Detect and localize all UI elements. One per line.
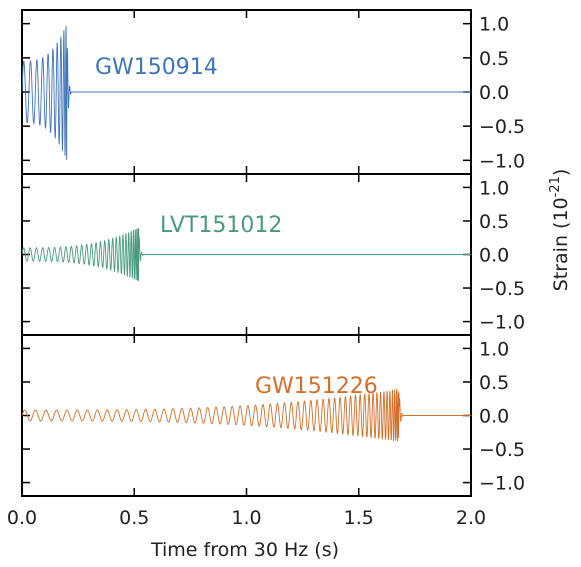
panels: 1.0 0.5 0.0 −0.5 −1.0 GW150914 1.0 0.5 0.0 −0.5 −1…	[21, 9, 525, 497]
waveform-GW150914	[21, 25, 471, 160]
y-tick-label: 0.5	[479, 372, 509, 394]
y-tick-label: −0.5	[479, 278, 525, 300]
y-tick-label: −1.0	[479, 150, 525, 172]
x-tick-label: 1.0	[231, 507, 261, 529]
y-axis-title-main: Strain (10	[550, 197, 572, 291]
y-axis-title: Strain (10-21)	[548, 169, 572, 292]
y-tick-label: 0.0	[479, 406, 509, 428]
y-tick-label: −1.0	[479, 312, 525, 334]
y-tick-label: −0.5	[479, 116, 525, 138]
y-tick-label: 0.5	[479, 48, 509, 70]
series-label-LVT151012: LVT151012	[160, 213, 282, 238]
panel-GW150914: 1.0 0.5 0.0 −0.5 −1.0 GW150914	[21, 9, 525, 175]
y-tick-label: −0.5	[479, 439, 525, 461]
waveform-LVT151012	[21, 228, 471, 282]
x-tick-label: 2.0	[456, 507, 486, 529]
y-tick-label: 0.5	[479, 211, 509, 233]
y-tick-label: 1.0	[479, 338, 509, 360]
y-axis-title-exponent: -21	[548, 176, 563, 197]
y-tick-label: 0.0	[479, 245, 509, 267]
x-tick-label: 1.5	[344, 507, 374, 529]
series-label-GW150914: GW150914	[95, 55, 218, 80]
x-tick-label: 0.0	[7, 507, 37, 529]
y-tick-label: 0.0	[479, 82, 509, 104]
panel-GW151226: 1.0 0.5 0.0 −0.5 −1.0 GW151226	[21, 334, 525, 497]
y-axis-title-close: )	[550, 169, 572, 176]
series-label-GW151226: GW151226	[255, 374, 378, 399]
y-tick-label: 1.0	[479, 177, 509, 199]
x-tick-labels: 0.0 0.5 1.0 1.5 2.0	[7, 507, 486, 529]
y-tick-label: 1.0	[479, 14, 509, 36]
x-axis-title: Time from 30 Hz (s)	[150, 539, 339, 561]
panel-LVT151012: 1.0 0.5 0.0 −0.5 −1.0 LVT151012	[21, 173, 525, 336]
y-tick-label: −1.0	[479, 473, 525, 495]
x-tick-label: 0.5	[119, 507, 149, 529]
waveform-GW151226	[21, 389, 471, 442]
